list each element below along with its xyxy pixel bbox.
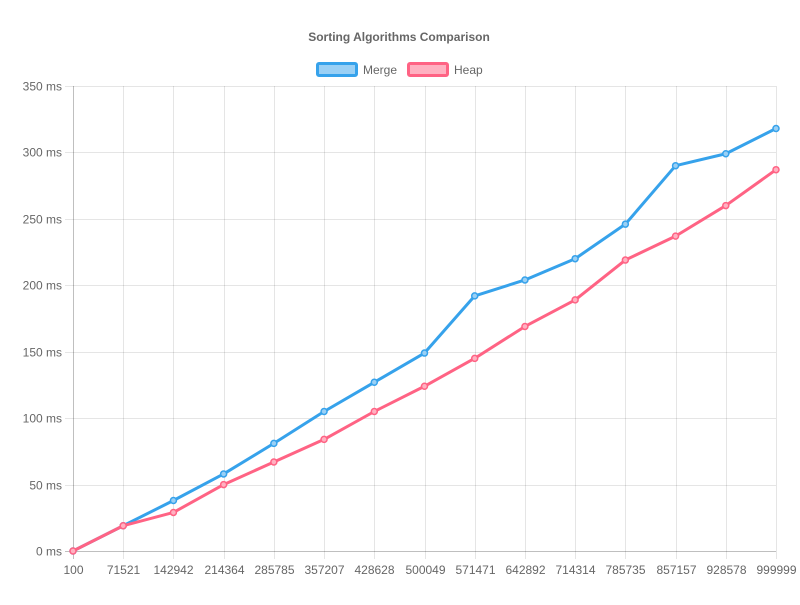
chart-title: Sorting Algorithms Comparison: [308, 30, 490, 44]
data-point-heap[interactable]: [420, 382, 429, 391]
x-tick-label: 500049: [405, 563, 445, 577]
y-axis: 0 ms 50 ms 100 ms 150 ms 200 ms 250 ms 300 ms 3…: [23, 80, 62, 559]
series-line-heap: [71, 168, 778, 553]
data-point-heap[interactable]: [470, 354, 479, 363]
series-heap: [69, 165, 780, 555]
data-point-heap[interactable]: [621, 256, 630, 264]
y-tick-label: 150 ms: [23, 346, 62, 360]
data-point-heap[interactable]: [772, 165, 780, 174]
data-point-merge[interactable]: [621, 220, 630, 228]
y-tick-label: 300 ms: [23, 146, 62, 160]
y-tick-label: 50 ms: [29, 479, 62, 493]
data-point-merge[interactable]: [722, 150, 730, 158]
x-tick-label: 142942: [153, 563, 193, 577]
data-point-heap[interactable]: [521, 322, 529, 331]
x-tick-label: 571471: [455, 563, 495, 577]
series-layer: [69, 124, 780, 555]
x-tick-label: 71521: [107, 563, 141, 577]
y-tick-label: 350 ms: [23, 80, 62, 94]
legend-label-merge: Merge: [363, 63, 397, 77]
data-point-heap[interactable]: [270, 458, 278, 466]
data-point-heap[interactable]: [722, 201, 730, 210]
data-point-merge[interactable]: [470, 292, 479, 300]
data-point-heap[interactable]: [119, 522, 127, 530]
data-point-merge[interactable]: [521, 276, 529, 284]
legend-item-heap[interactable]: Heap: [407, 62, 484, 77]
data-point-merge[interactable]: [169, 496, 178, 505]
grid: [65, 86, 777, 559]
x-tick-label: 100: [63, 563, 83, 577]
x-tick-label: 357207: [304, 563, 344, 577]
x-tick-label: 928578: [706, 563, 746, 577]
data-point-heap[interactable]: [370, 407, 379, 416]
y-tick-label: 200 ms: [23, 279, 62, 293]
data-point-merge[interactable]: [772, 124, 780, 133]
x-tick-label: 428628: [354, 563, 394, 577]
legend-item-merge[interactable]: Merge: [316, 62, 398, 77]
data-point-merge[interactable]: [571, 254, 579, 263]
legend: Merge Heap: [316, 62, 484, 77]
x-tick-label: 714314: [555, 563, 595, 577]
legend-label-heap: Heap: [454, 63, 483, 77]
data-point-merge[interactable]: [320, 407, 328, 416]
data-point-merge[interactable]: [420, 349, 429, 357]
x-tick-label: 999999: [756, 563, 796, 577]
data-point-heap[interactable]: [219, 480, 228, 489]
x-tick-label: 857157: [656, 563, 696, 577]
series-merge: [69, 124, 780, 555]
y-tick-label: 100 ms: [23, 412, 62, 426]
y-tick-label: 0 ms: [36, 545, 62, 559]
legend-swatch-merge: [316, 62, 358, 77]
data-point-heap[interactable]: [69, 547, 77, 555]
data-point-heap[interactable]: [320, 435, 328, 444]
series-line-merge: [71, 127, 778, 553]
data-point-merge[interactable]: [219, 470, 228, 478]
x-axis: 100 71521 142942 214364 285785 357207 428628 50…: [63, 563, 796, 577]
data-point-merge[interactable]: [671, 161, 680, 170]
data-point-heap[interactable]: [571, 296, 579, 304]
x-tick-label: 785735: [605, 563, 645, 577]
legend-swatch-heap: [407, 62, 449, 77]
data-point-merge[interactable]: [270, 439, 278, 448]
x-tick-label: 285785: [254, 563, 294, 577]
y-tick-label: 250 ms: [23, 213, 62, 227]
data-point-heap[interactable]: [169, 508, 178, 517]
x-tick-label: 642892: [505, 563, 545, 577]
data-point-heap[interactable]: [671, 232, 680, 240]
data-point-merge[interactable]: [370, 378, 379, 387]
x-tick-label: 214364: [204, 563, 244, 577]
